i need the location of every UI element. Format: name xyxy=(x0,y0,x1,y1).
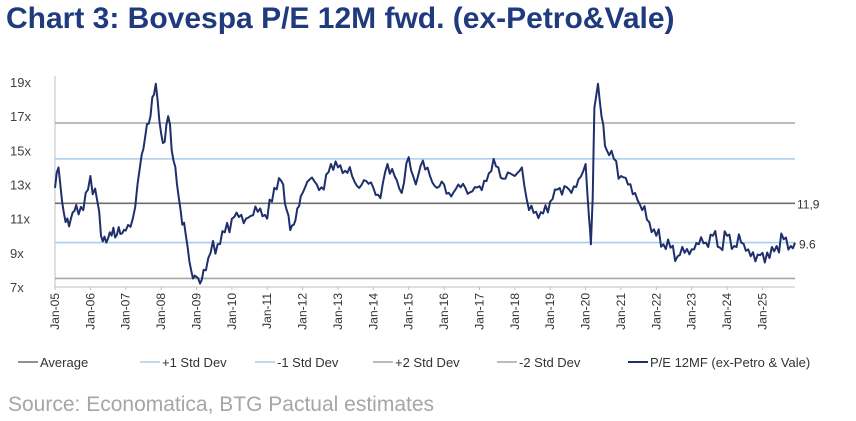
series-group: 9.6 xyxy=(54,82,816,285)
legend: Average +1 Std Dev -1 Std Dev +2 Std Dev -2 … xyxy=(18,355,810,370)
y-tick-label: 7x xyxy=(10,280,24,295)
y-tick-value: 19 xyxy=(10,75,24,90)
y-tick-value: 9 xyxy=(10,246,17,261)
y-tick-label: 19x xyxy=(10,75,31,90)
y-tick-label: 15x xyxy=(10,143,31,158)
legend-label: P/E 12MF (ex-Petro & Vale) xyxy=(650,355,810,370)
x-tick-label: Jan-22 xyxy=(649,293,663,330)
axes xyxy=(54,76,795,288)
legend-label: +2 Std Dev xyxy=(395,355,460,370)
y-tick-suffix: x xyxy=(24,75,31,90)
y-tick-suffix: x xyxy=(24,212,31,227)
x-tick-label: Jan-14 xyxy=(366,293,380,330)
average-value-label: 11,9 xyxy=(797,197,820,211)
legend-label: -2 Std Dev xyxy=(519,355,581,370)
x-tick-label: Jan-21 xyxy=(614,293,628,330)
y-tick-suffix: x xyxy=(24,178,31,193)
y-tick-suffix: x xyxy=(24,143,31,158)
y-tick-label: 9x xyxy=(10,246,24,261)
y-tick-label: 13x xyxy=(10,178,31,193)
x-tick-label: Jan-08 xyxy=(154,293,168,330)
x-tick-label: Jan-23 xyxy=(685,293,699,330)
legend-label: -1 Std Dev xyxy=(277,355,339,370)
y-tick-suffix: x xyxy=(24,109,31,124)
y-tick-suffix: x xyxy=(17,246,24,261)
y-tick-value: 13 xyxy=(10,178,24,193)
legend-label: Average xyxy=(40,355,88,370)
x-tick-label: Jan-07 xyxy=(119,293,133,330)
x-tick-label: Jan-20 xyxy=(579,293,593,330)
x-tick-label: Jan-12 xyxy=(296,293,310,330)
x-axis: Jan-05 Jan-06 Jan-07 Jan-08 Jan-09 Jan-10 Jan-… xyxy=(48,287,769,330)
legend-label: +1 Std Dev xyxy=(162,355,227,370)
last-value-label: 9.6 xyxy=(799,238,816,252)
x-tick-label: Jan-09 xyxy=(189,293,203,330)
x-tick-label: Jan-10 xyxy=(225,293,239,330)
x-tick-label: Jan-17 xyxy=(472,293,486,330)
y-tick-label: 17x xyxy=(10,109,31,124)
x-tick-label: Jan-06 xyxy=(83,293,97,330)
x-tick-label: Jan-18 xyxy=(508,293,522,330)
reference-lines: 11,9 xyxy=(55,122,820,280)
x-tick-label: Jan-15 xyxy=(402,293,416,330)
y-tick-value: 15 xyxy=(10,143,24,158)
x-tick-label: Jan-24 xyxy=(720,293,734,330)
x-tick-label: Jan-13 xyxy=(331,293,345,330)
x-tick-label: Jan-16 xyxy=(437,293,451,330)
chart-title: Chart 3: Bovespa P/E 12M fwd. (ex-Petro&… xyxy=(6,2,675,35)
y-tick-suffix: x xyxy=(17,280,24,295)
y-tick-value: 11 xyxy=(10,212,24,227)
y-tick-label: 11x xyxy=(10,212,31,227)
x-tick-label: Jan-11 xyxy=(260,293,274,329)
y-tick-value: 7 xyxy=(10,280,17,295)
x-tick-label: Jan-19 xyxy=(543,293,557,330)
y-tick-value: 17 xyxy=(10,109,24,124)
source-note: Source: Economatica, BTG Pactual estimat… xyxy=(8,393,435,416)
pe-series-line xyxy=(54,82,796,285)
x-tick-label: Jan-05 xyxy=(48,293,62,330)
x-tick-label: Jan-25 xyxy=(755,293,769,330)
